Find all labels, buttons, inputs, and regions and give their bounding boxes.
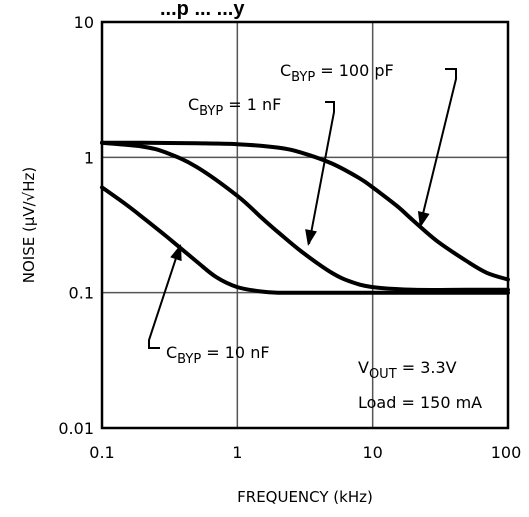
chart-title: ...p ... ...y xyxy=(160,0,245,20)
vout-annotation: VOUT = 3.3V xyxy=(358,358,457,382)
arrowhead-10nf xyxy=(170,244,182,262)
noise-curve-10nf xyxy=(100,185,510,295)
noise-curve-100pf xyxy=(100,140,510,282)
y-tick-label: 10 xyxy=(74,13,94,32)
x-tick-label: 100 xyxy=(491,443,522,462)
y-tick-label: 1 xyxy=(84,148,94,167)
label-cbyp-10nf: CBYP = 10 nF xyxy=(166,343,270,367)
x-tick-label: 1 xyxy=(232,443,242,462)
x-tick-label: 10 xyxy=(362,443,382,462)
y-tick-label: 0.1 xyxy=(69,284,94,303)
x-axis-label: FREQUENCY (kHz) xyxy=(237,488,373,506)
noise-curve-1nf xyxy=(100,140,510,293)
label-cbyp-1nf: CBYP = 1 nF xyxy=(188,95,281,119)
arrowhead-1nf xyxy=(305,229,317,246)
arrowhead-100pf xyxy=(417,211,430,228)
leader-line-10nf xyxy=(148,245,181,349)
leader-line-1nf xyxy=(308,101,335,245)
load-annotation: Load = 150 mA xyxy=(358,393,482,412)
y-tick-label: 0.01 xyxy=(58,419,94,438)
leader-line-100pf xyxy=(419,68,457,227)
plot-frame xyxy=(100,20,510,430)
label-cbyp-100pf: CBYP = 100 pF xyxy=(280,61,394,85)
x-tick-label: 0.1 xyxy=(89,443,114,462)
y-axis-label: NOISE (µV/√Hz) xyxy=(20,167,38,284)
